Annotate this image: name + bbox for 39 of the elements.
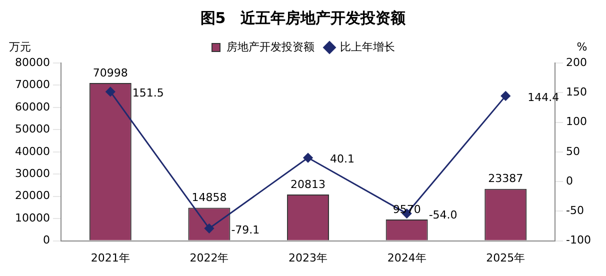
y-tick-label: 20000 [14, 189, 50, 202]
data-label: 151.5 [132, 86, 164, 100]
data-label: 40.1 [330, 152, 355, 166]
point [106, 86, 116, 96]
x-tick-label: 2021年 [90, 251, 130, 264]
legend-label: 比上年增长 [340, 40, 395, 54]
x-tick-label: 2025年 [486, 251, 526, 264]
point [303, 153, 313, 163]
y2-tick-label: 150 [566, 85, 588, 98]
point [500, 91, 510, 101]
y2-axis-title: % [576, 40, 588, 54]
y-tick-label: 40000 [14, 144, 50, 158]
data-label: 20813 [290, 178, 326, 191]
y-tick-label: 30000 [14, 166, 50, 180]
x-tick-label: 2022年 [190, 251, 229, 264]
y2-tick-label: -100 [566, 234, 592, 247]
y2-tick-label: 50 [566, 144, 580, 158]
y-axis-title: 万元 [9, 40, 31, 54]
x-tick-label: 2023年 [288, 251, 328, 264]
data-label: -54.0 [428, 208, 458, 222]
data-label: -79.1 [231, 223, 260, 236]
data-label: 14858 [192, 191, 227, 204]
y-tick-label: 60000 [14, 100, 50, 114]
data-label: 144.4 [528, 90, 560, 104]
y-tick-label: 10000 [14, 211, 50, 224]
y2-tick-label: 200 [566, 56, 588, 69]
y2-tick-label: -50 [566, 204, 584, 218]
legend-label: 房地产开发投资额 [226, 40, 314, 54]
chart-title: 图5 近五年房地产开发投资额 [200, 8, 407, 27]
y-tick-label: 50000 [14, 122, 50, 136]
point [204, 224, 214, 234]
y2-tick-label: 100 [566, 115, 588, 128]
y-tick-label: 70000 [14, 78, 50, 92]
y-tick-label: 80000 [14, 56, 50, 69]
data-label: 23387 [488, 172, 524, 186]
y-tick-label: 0 [42, 234, 50, 247]
data-label: 70998 [92, 66, 128, 80]
y2-tick-label: 0 [566, 174, 574, 188]
x-tick-label: 2024年 [387, 251, 426, 264]
